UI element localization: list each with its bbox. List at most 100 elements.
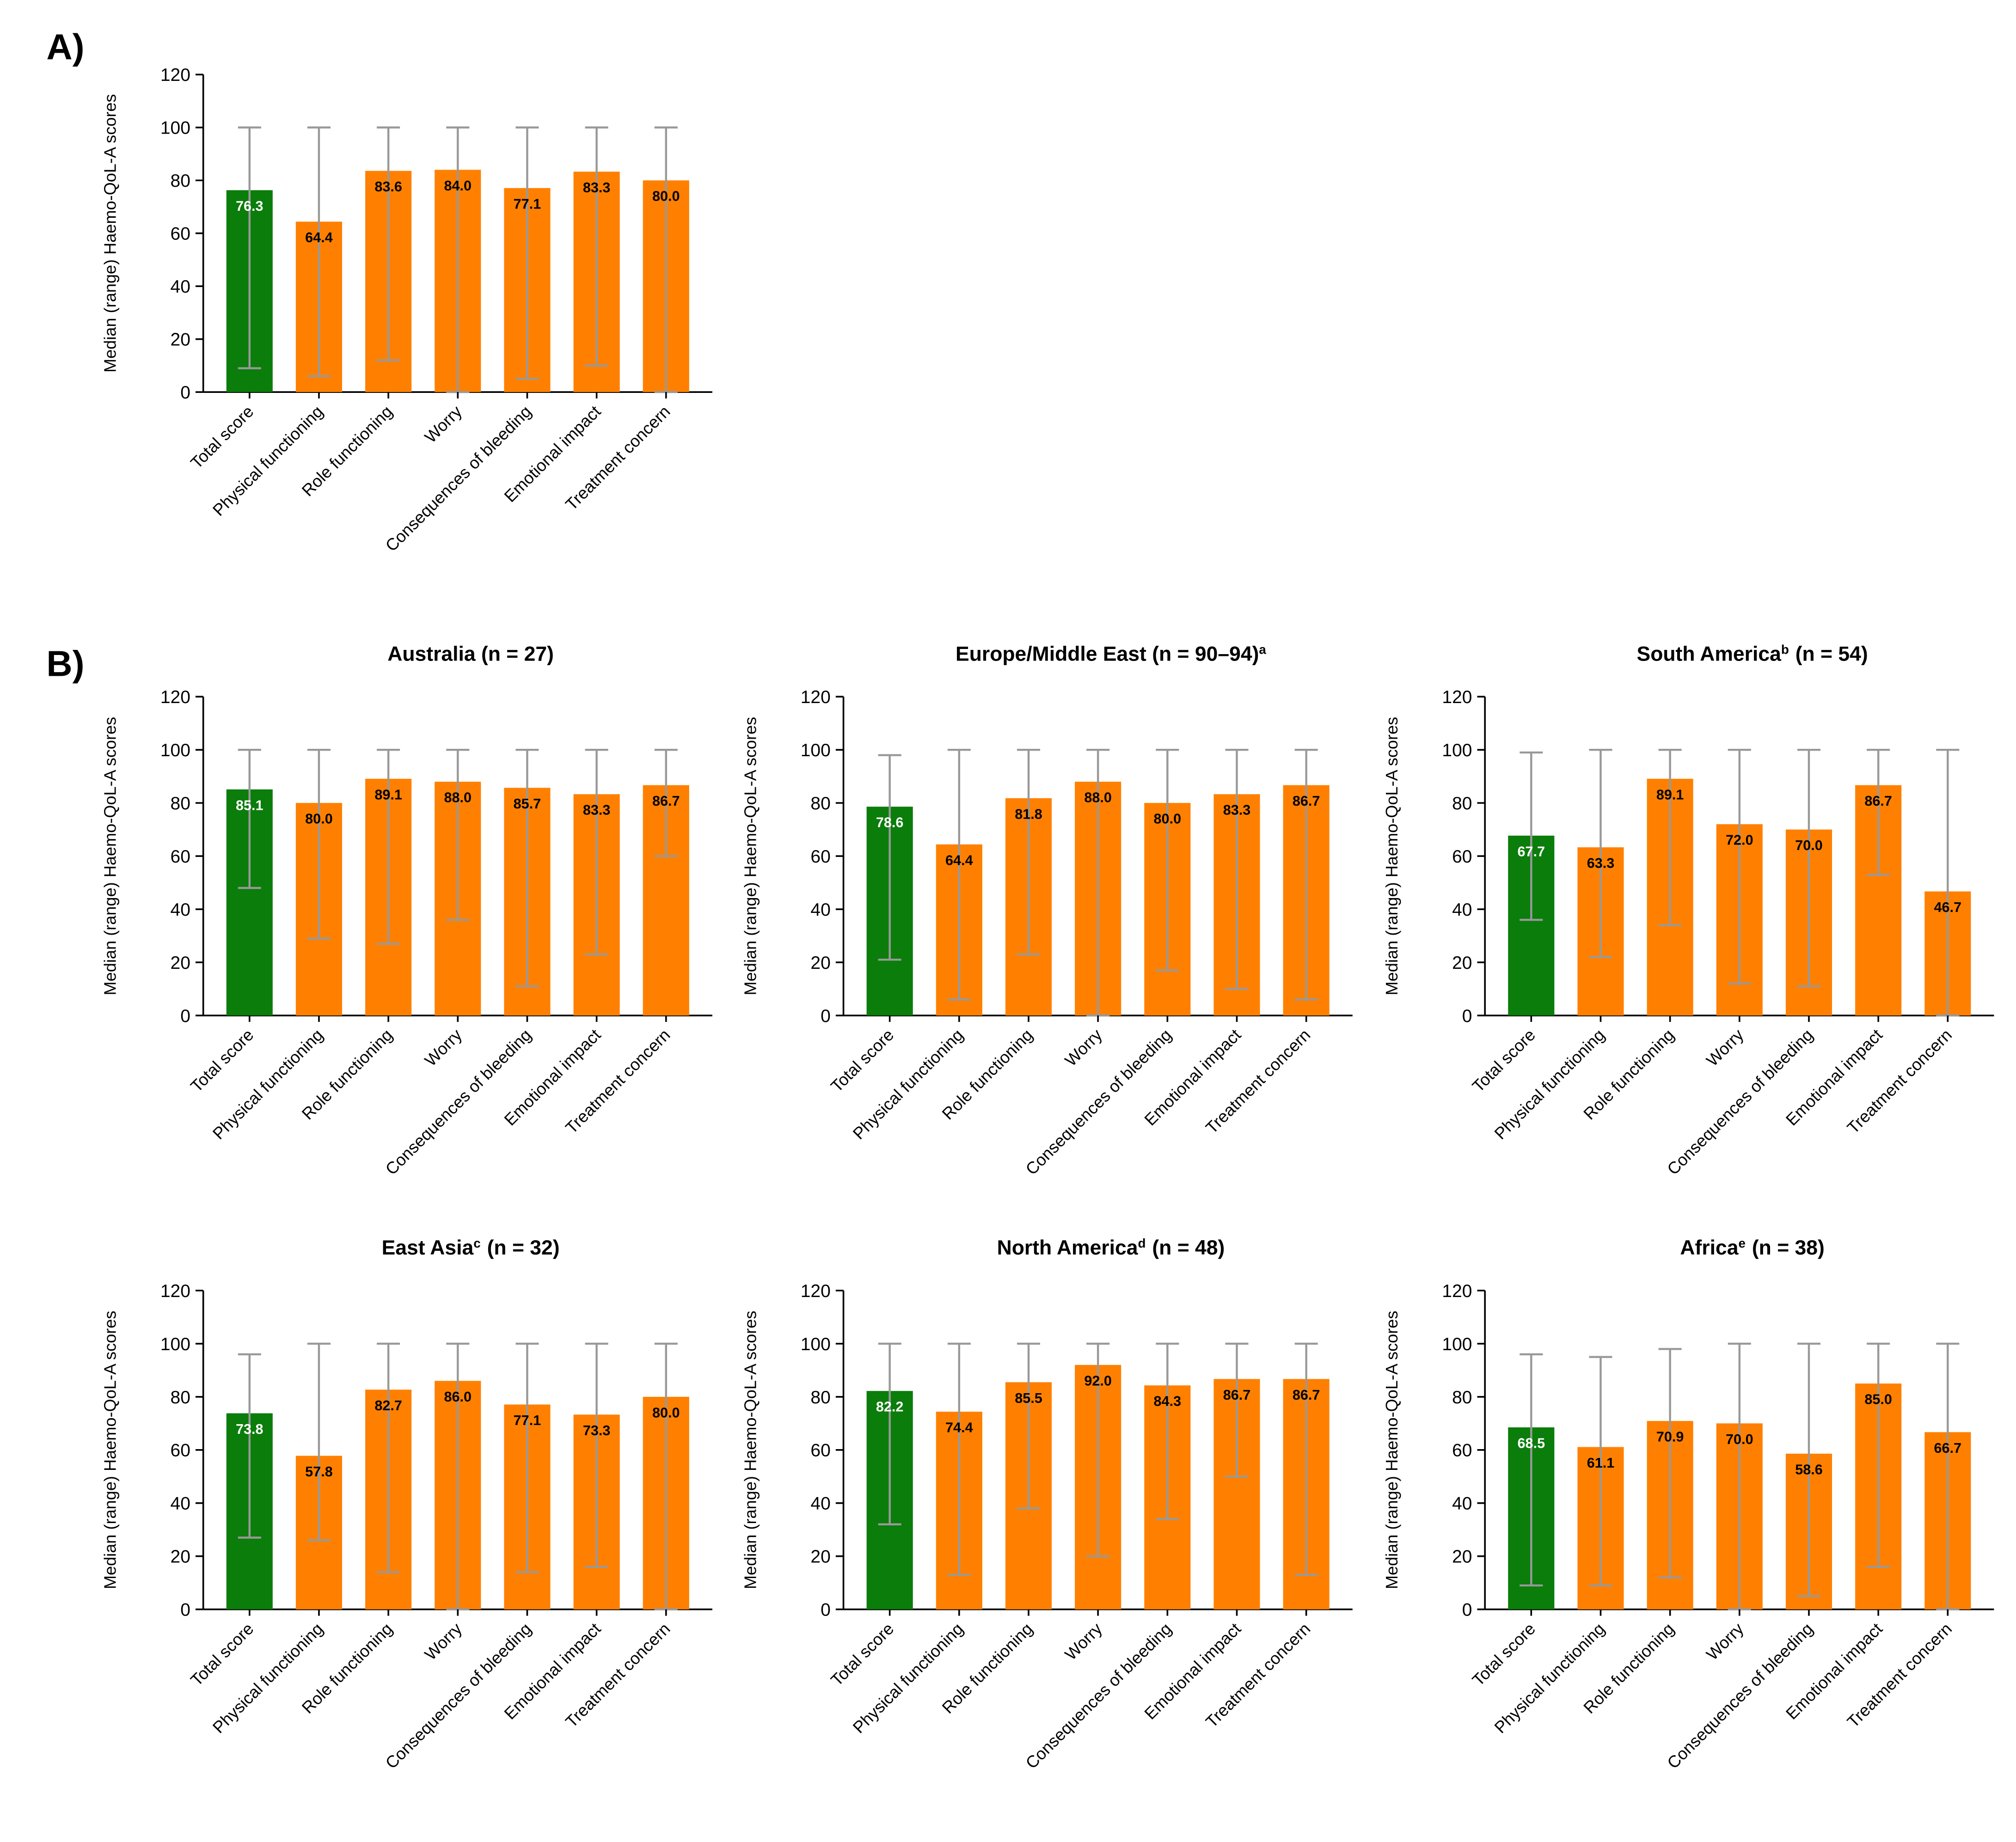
y-tick-label: 120 [801,687,831,707]
value-label: 57.8 [305,1464,333,1480]
x-tick-label: Consequences of bleeding [1663,1619,1817,1773]
panel-label: A) [46,27,84,67]
title-part: (n = 54) [1795,643,1868,665]
y-tick-label: 40 [171,1494,190,1514]
y-tick-label: 120 [1442,1281,1472,1301]
y-tick-label: 80 [1452,1388,1472,1408]
value-label: 70.0 [1795,838,1823,853]
y-axis-label: Median (range) Haemo-QoL-A scores [1382,717,1401,996]
x-tick-label: Worry [1061,1025,1106,1070]
value-label: 82.7 [374,1398,402,1414]
panel-label: B) [46,644,84,684]
value-label: 86.7 [1864,793,1892,809]
y-tick-label: 0 [180,1600,190,1620]
x-tick-label: Worry [421,1619,466,1664]
y-tick-label: 100 [1442,740,1472,760]
title-part: a [1259,642,1266,656]
y-tick-label: 120 [160,1281,190,1301]
y-tick-label: 40 [1452,900,1472,920]
title-part: South America [1637,643,1782,665]
y-tick-label: 20 [1452,1547,1472,1567]
x-tick-label: Total score [187,1025,257,1096]
x-tick-label: Worry [421,402,466,447]
x-tick-label: Total score [827,1619,898,1690]
y-tick-label: 20 [810,953,830,973]
y-tick-label: 100 [1442,1334,1472,1354]
title-part: b [1781,642,1789,656]
value-label: 86.7 [652,793,680,809]
value-label: 67.7 [1518,844,1545,859]
y-tick-label: 60 [171,224,190,244]
y-tick-label: 60 [1452,847,1472,867]
value-label: 92.0 [1084,1373,1112,1389]
value-label: 80.0 [652,1405,680,1420]
title-part: North America [997,1236,1139,1259]
y-axis-label: Median (range) Haemo-QoL-A scores [101,1311,120,1590]
y-tick-label: 80 [1452,794,1472,814]
y-tick-label: 120 [160,65,190,85]
value-label: 81.8 [1015,806,1042,822]
title-part: Europe/Middle East (n = 90–94) [956,643,1259,665]
value-label: 72.0 [1726,832,1753,848]
title-part: (n = 38) [1752,1236,1825,1259]
y-tick-label: 120 [160,687,190,707]
value-label: 70.0 [1726,1432,1753,1447]
y-axis-label: Median (range) Haemo-QoL-A scores [101,717,120,996]
value-label: 66.7 [1934,1440,1962,1456]
value-label: 73.8 [236,1421,263,1437]
y-tick-label: 0 [821,1600,831,1620]
y-tick-label: 40 [1452,1494,1472,1514]
x-tick-label: Total score [827,1025,898,1096]
y-axis-label: Median (range) Haemo-QoL-A scores [1382,1311,1401,1590]
value-label: 85.1 [236,797,263,813]
value-label: 73.3 [583,1423,611,1438]
value-label: 80.0 [305,811,333,827]
value-label: 88.0 [444,790,472,806]
y-tick-label: 60 [810,847,830,867]
x-tick-label: Consequences of bleeding [1663,1025,1817,1179]
value-label: 85.7 [514,796,541,812]
title-part: Australia (n = 27) [387,643,554,665]
y-tick-label: 100 [160,1334,190,1354]
y-tick-label: 100 [160,118,190,138]
value-label: 77.1 [514,1413,541,1428]
value-label: 86.7 [1293,1387,1320,1403]
chart-title: North Americad (n = 48) [997,1236,1225,1260]
y-tick-label: 100 [160,740,190,760]
value-label: 80.0 [652,189,680,204]
y-tick-label: 100 [801,740,831,760]
x-tick-label: Total score [187,1619,257,1690]
value-label: 74.4 [945,1420,973,1436]
y-tick-label: 0 [1462,1006,1472,1026]
y-tick-label: 40 [171,900,190,920]
x-tick-label: Worry [1061,1619,1106,1664]
value-label: 83.3 [583,802,611,818]
y-tick-label: 80 [810,794,830,814]
value-label: 85.0 [1864,1392,1892,1408]
value-label: 80.0 [1154,811,1182,827]
y-tick-label: 0 [180,383,190,403]
chart-title: South Americab (n = 54) [1637,642,1868,665]
y-tick-label: 0 [821,1006,831,1026]
y-tick-label: 0 [1462,1600,1472,1620]
y-tick-label: 60 [171,1441,190,1461]
x-tick-label: Consequences of bleeding [382,1025,535,1179]
value-label: 83.3 [583,180,611,196]
value-label: 86.7 [1223,1387,1251,1403]
x-tick-label: Worry [1703,1619,1747,1664]
value-label: 83.3 [1223,802,1251,818]
y-axis-label: Median (range) Haemo-QoL-A scores [101,94,120,373]
value-label: 84.3 [1154,1394,1182,1409]
chart-title: Europe/Middle East (n = 90–94)a [956,642,1266,665]
value-label: 61.1 [1587,1455,1615,1471]
value-label: 82.2 [876,1399,904,1415]
title-part: (n = 48) [1152,1236,1225,1259]
chart-title: Africae (n = 38) [1680,1236,1824,1260]
title-part: d [1138,1236,1146,1250]
x-tick-label: Consequences of bleeding [1022,1025,1175,1179]
y-tick-label: 20 [810,1547,830,1567]
y-tick-label: 80 [171,1388,190,1408]
x-tick-label: Worry [421,1025,466,1070]
value-label: 83.6 [374,179,402,195]
